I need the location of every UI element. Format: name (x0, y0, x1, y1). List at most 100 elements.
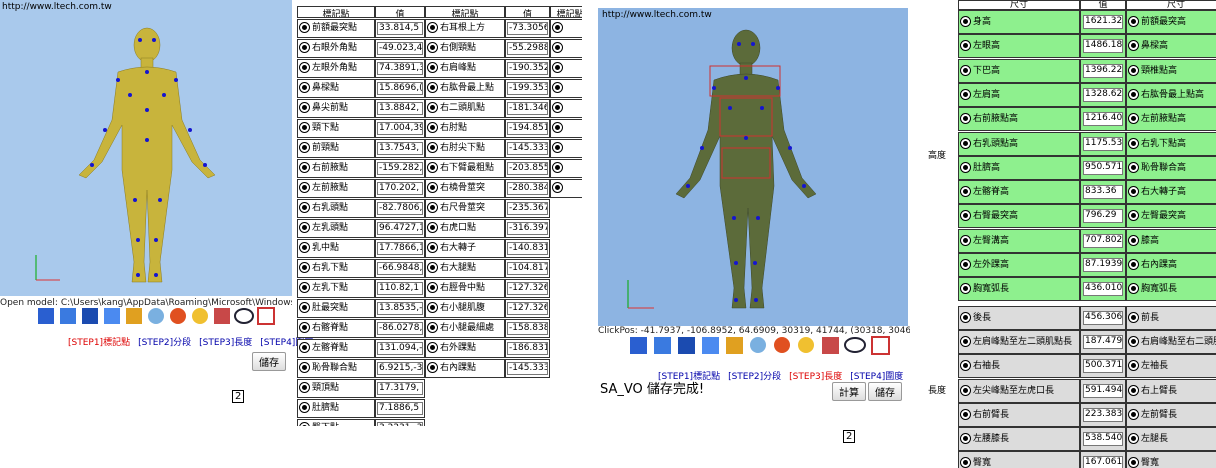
value-input[interactable]: -55.2988, (507, 42, 548, 55)
radio-icon[interactable] (960, 457, 971, 468)
value-input[interactable]: 17.3179, (377, 382, 423, 395)
value-input[interactable]: -73.3056, (507, 22, 548, 35)
marker-name[interactable]: 鼻樑點 (297, 79, 375, 98)
marker-name[interactable]: 肚最突點 (297, 299, 375, 318)
marker-name[interactable]: 臀寬 (1126, 451, 1216, 468)
radio-icon[interactable] (427, 122, 438, 133)
marker-name[interactable]: 右尺骨莖突 (425, 199, 505, 218)
radio-icon[interactable] (960, 162, 971, 173)
url[interactable]: http://www.ltech.com.tw (2, 2, 112, 12)
marker-name[interactable]: 肚臍點 (297, 399, 375, 418)
marker-name[interactable]: 左前臂長 (1126, 403, 1216, 427)
marker-name[interactable]: 臀寬 (958, 451, 1080, 468)
radio-icon[interactable] (552, 182, 563, 193)
value-input[interactable]: -159.282, (377, 162, 423, 175)
marker-name[interactable]: 左臀最突高 (1126, 204, 1216, 228)
marker-name[interactable]: 左尖峰點至左虎口長 (958, 379, 1080, 403)
marker-name[interactable]: 右肩峰點至右二頭肌點長 (1126, 330, 1216, 354)
radio-icon[interactable] (427, 302, 438, 313)
value-input[interactable]: 7.1886,5 (377, 402, 423, 415)
radio-icon[interactable] (299, 342, 310, 353)
marker-name[interactable]: 左腿長 (1126, 427, 1216, 451)
value-input[interactable]: 131.094,- (377, 342, 423, 355)
value-input[interactable]: 833.36 (1083, 185, 1123, 199)
marker-name[interactable]: 左髂脊高 (958, 180, 1080, 204)
marker-name[interactable]: 右虎口點 (425, 219, 505, 238)
radio-icon[interactable] (960, 235, 971, 246)
value-input[interactable]: -140.831, (507, 242, 548, 255)
marker-name[interactable]: 右前腋點 (297, 159, 375, 178)
value-input[interactable]: 538.54064 (1083, 432, 1123, 446)
radio-icon[interactable] (1128, 113, 1139, 124)
marker-name[interactable]: 左髂脊點 (297, 339, 375, 358)
radio-icon[interactable] (960, 40, 971, 51)
radio-icon[interactable] (960, 89, 971, 100)
radio-icon[interactable] (299, 262, 310, 273)
radio-icon[interactable] (960, 385, 971, 396)
radio-icon[interactable] (427, 182, 438, 193)
value-input[interactable]: 13.8535,- (377, 302, 423, 315)
marker-name[interactable]: 膝高 (1126, 229, 1216, 253)
value-input[interactable]: 15.8696,( (377, 82, 423, 95)
value-input[interactable]: 436.01013 (1083, 282, 1123, 296)
radio-icon[interactable] (299, 162, 310, 173)
radio-icon[interactable] (427, 282, 438, 293)
radio-icon[interactable] (299, 222, 310, 233)
marker-name[interactable]: 右橈骨莖突 (425, 179, 505, 198)
radio-icon[interactable] (1128, 65, 1139, 76)
marker-name[interactable]: 右小腿最細處 (425, 319, 505, 338)
value-input[interactable]: -280.384, (507, 182, 548, 195)
marker-name[interactable]: 鼻尖前點 (297, 99, 375, 118)
radio-icon[interactable] (960, 210, 971, 221)
radio-icon[interactable] (299, 242, 310, 253)
step-link[interactable]: [STEP2]分段 (728, 369, 781, 382)
marker-name[interactable] (550, 79, 582, 98)
radio-icon[interactable] (1128, 138, 1139, 149)
value-input[interactable]: -104.817, (507, 262, 548, 275)
value-input[interactable]: -203.855, (507, 162, 548, 175)
radio-icon[interactable] (299, 42, 310, 53)
radio-icon[interactable] (1128, 210, 1139, 221)
marker-name[interactable]: 右肱骨最上點高 (1126, 83, 1216, 107)
value-input[interactable]: -86.0278, (377, 322, 423, 335)
radio-icon[interactable] (1128, 259, 1139, 270)
value-input[interactable]: 591.49432 (1083, 384, 1123, 398)
radio-icon[interactable] (960, 312, 971, 323)
radio-icon[interactable] (299, 322, 310, 333)
marker-name[interactable]: 臀下點 (297, 419, 375, 426)
radio-icon[interactable] (427, 162, 438, 173)
value-input[interactable]: -181.346, (507, 102, 548, 115)
value-input[interactable]: -190.352, (507, 62, 548, 75)
radio-icon[interactable] (427, 222, 438, 233)
value-input[interactable]: -145.333, (507, 362, 548, 375)
radio-icon[interactable] (299, 82, 310, 93)
step-link[interactable]: [STEP3]長度 (199, 335, 252, 348)
marker-name[interactable]: 左前腋點高 (1126, 107, 1216, 131)
marker-name[interactable] (550, 119, 582, 138)
radio-icon[interactable] (427, 362, 438, 373)
radio-icon[interactable] (1128, 312, 1139, 323)
value-input[interactable]: 167.06119 (1083, 456, 1123, 468)
marker-name[interactable]: 右眼外角點 (297, 39, 375, 58)
radio-icon[interactable] (1128, 283, 1139, 294)
value-input[interactable]: 223.38372 (1083, 408, 1123, 422)
radio-icon[interactable] (427, 82, 438, 93)
marker-name[interactable]: 後長 (958, 306, 1080, 330)
marker-name[interactable]: 右小腿肌腹 (425, 299, 505, 318)
marker-name[interactable]: 右乳下點 (297, 259, 375, 278)
radio-icon[interactable] (299, 282, 310, 293)
marker-name[interactable]: 右側頸點 (425, 39, 505, 58)
marker-name[interactable]: 右前腋點高 (958, 107, 1080, 131)
value-input[interactable]: -49.023,4 (377, 42, 423, 55)
value-input[interactable]: 17.7866,1 (377, 242, 423, 255)
marker-name[interactable]: 身高 (958, 10, 1080, 34)
value-input[interactable]: 6.9215,-3 (377, 362, 423, 375)
save-button[interactable]: 儲存 (868, 382, 902, 401)
marker-name[interactable]: 右上臂長 (1126, 379, 1216, 403)
marker-name[interactable]: 左乳頭點 (297, 219, 375, 238)
radio-icon[interactable] (1128, 162, 1139, 173)
radio-icon[interactable] (960, 259, 971, 270)
radio-icon[interactable] (960, 283, 971, 294)
marker-name[interactable]: 左肩高 (958, 83, 1080, 107)
value-input[interactable]: 1328.628 (1083, 88, 1123, 102)
